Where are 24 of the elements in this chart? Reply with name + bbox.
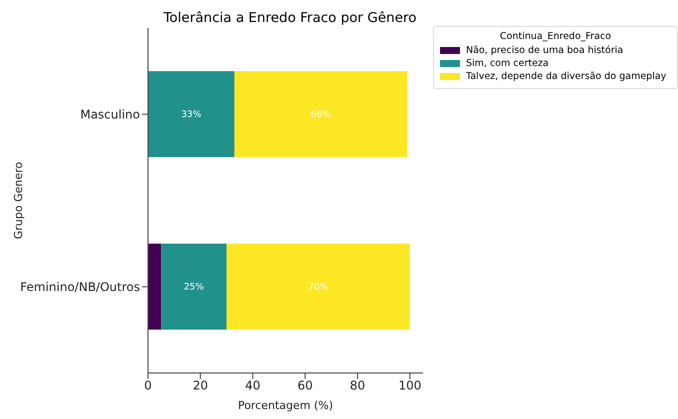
bar	[148, 71, 234, 158]
x-tick-label: 40	[245, 378, 260, 393]
y-axis-title: Grupo Genero	[12, 162, 25, 240]
x-axis-title: Porcentagem (%)	[238, 399, 334, 412]
data-label: 33%	[181, 110, 202, 120]
data-label: 25%	[184, 282, 204, 293]
bar	[161, 244, 227, 330]
x-tick-label: 100	[398, 378, 422, 393]
x-tick-label: 60	[298, 378, 313, 393]
data-label: 70%	[308, 282, 329, 293]
legend-label: Talvez, depende da diversão do gameplay	[465, 71, 668, 82]
bar	[234, 71, 408, 158]
legend-label: Sim, com certeza	[465, 58, 550, 69]
data-label: 66%	[310, 110, 332, 120]
legend-label: Não, preciso de uma boa história	[465, 45, 624, 56]
x-tick-label: 80	[350, 378, 366, 393]
y-tick-label: Masculino	[80, 108, 140, 122]
x-tick-label: 0	[144, 378, 152, 393]
y-tick-label: Feminino/NB/Outros	[20, 280, 140, 294]
bar	[226, 244, 410, 330]
bar	[148, 244, 162, 330]
x-tick-label: 20	[192, 378, 208, 393]
chart-title: Tolerância a Enredo Fraco por Gênero	[162, 10, 418, 26]
legend-title: Continua_Enredo_Fraco	[498, 31, 612, 42]
